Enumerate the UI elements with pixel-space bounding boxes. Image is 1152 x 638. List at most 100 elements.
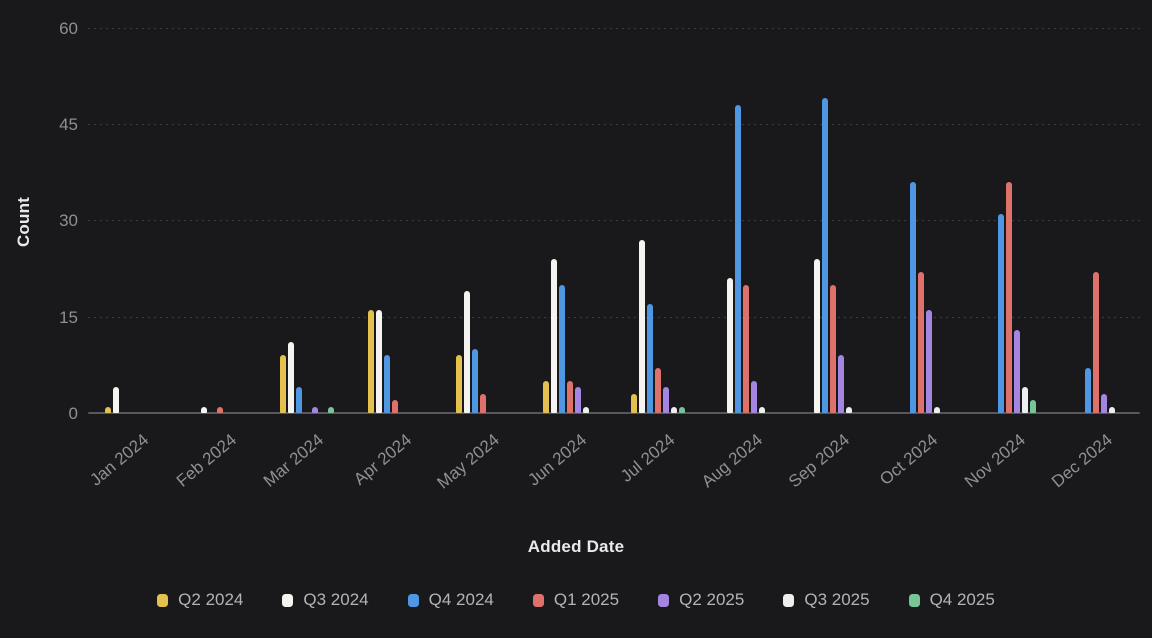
bar-q1-2025-nov-2024[interactable] — [1005, 181, 1012, 413]
bar-group-jan-2024 — [104, 0, 160, 413]
legend-item-q4-2024[interactable]: Q4 2024 — [407, 590, 494, 610]
bar-q4-2024-jul-2024[interactable] — [646, 303, 653, 413]
bar-q2-2024-mar-2024[interactable] — [280, 355, 287, 413]
bar-q2-2025-oct-2024[interactable] — [925, 310, 932, 413]
legend-item-q3-2024[interactable]: Q3 2024 — [282, 590, 369, 610]
bar-q2-2024-jan-2024[interactable] — [104, 406, 111, 413]
bar-q4-2024-jun-2024[interactable] — [559, 284, 566, 413]
bar-q4-2024-mar-2024[interactable] — [296, 387, 303, 413]
bar-q4-2024-nov-2024[interactable] — [997, 213, 1004, 413]
bar-q2-2025-jul-2024[interactable] — [662, 387, 669, 413]
bar-q1-2025-dec-2024[interactable] — [1093, 271, 1100, 413]
legend-swatch-icon — [157, 593, 169, 607]
bar-group-oct-2024 — [893, 0, 949, 413]
bar-q3-2025-jul-2024[interactable] — [670, 406, 677, 413]
bar-q4-2024-may-2024[interactable] — [471, 348, 478, 413]
bar-q1-2025-aug-2024[interactable] — [742, 284, 749, 413]
bar-slot — [1084, 368, 1092, 413]
bar-q2-2025-dec-2024[interactable] — [1101, 393, 1108, 413]
bar-q3-2024-aug-2024[interactable] — [726, 278, 733, 413]
bar-q1-2025-apr-2024[interactable] — [391, 400, 398, 413]
legend-label: Q4 2025 — [929, 590, 995, 609]
bar-q3-2024-jan-2024[interactable] — [112, 387, 119, 413]
bar-q4-2025-mar-2024[interactable] — [328, 406, 335, 413]
bar-slot — [295, 387, 303, 413]
bar-group-aug-2024 — [718, 0, 774, 413]
legend-swatch-icon — [908, 593, 920, 607]
x-tick-dec-2024: Dec 2024 — [1048, 430, 1117, 492]
legend-item-q2-2024[interactable]: Q2 2024 — [157, 590, 243, 610]
bar-q4-2024-dec-2024[interactable] — [1085, 368, 1092, 413]
legend-swatch-icon — [532, 593, 544, 607]
bar-q3-2025-dec-2024[interactable] — [1109, 406, 1116, 413]
bar-q3-2024-feb-2024[interactable] — [200, 406, 207, 413]
bar-slot — [1092, 271, 1100, 413]
bar-slot — [845, 406, 853, 413]
bar-slot — [638, 239, 646, 413]
bar-slot — [558, 284, 566, 413]
bar-q2-2025-aug-2024[interactable] — [750, 380, 757, 413]
x-axis-baseline — [88, 412, 1140, 414]
bar-q4-2025-nov-2024[interactable] — [1029, 400, 1036, 413]
bar-q3-2025-nov-2024[interactable] — [1021, 387, 1028, 413]
bar-q2-2024-apr-2024[interactable] — [367, 310, 374, 413]
legend-item-q1-2025[interactable]: Q1 2025 — [532, 590, 619, 610]
bar-slot — [917, 271, 925, 413]
bar-q3-2025-aug-2024[interactable] — [758, 406, 765, 413]
bar-q4-2024-apr-2024[interactable] — [383, 355, 390, 413]
bar-q3-2024-mar-2024[interactable] — [288, 342, 295, 413]
bar-q1-2025-may-2024[interactable] — [479, 393, 486, 413]
bar-q4-2025-jul-2024[interactable] — [678, 406, 685, 413]
bar-slot — [104, 406, 112, 413]
bar-q2-2025-sep-2024[interactable] — [838, 355, 845, 413]
bar-slot — [654, 368, 662, 413]
bar-q2-2024-jun-2024[interactable] — [543, 380, 550, 413]
bar-q4-2024-oct-2024[interactable] — [909, 181, 916, 413]
bar-slot — [471, 348, 479, 413]
x-tick-apr-2024: Apr 2024 — [349, 430, 416, 489]
y-tick-0: 0 — [68, 404, 78, 423]
bar-slot — [216, 406, 224, 413]
bar-q2-2025-mar-2024[interactable] — [312, 406, 319, 413]
legend-item-q4-2025[interactable]: Q4 2025 — [908, 590, 995, 610]
legend-item-q2-2025[interactable]: Q2 2025 — [658, 590, 744, 610]
bar-q3-2024-may-2024[interactable] — [463, 290, 470, 413]
bar-q4-2024-sep-2024[interactable] — [822, 98, 829, 413]
legend: Q2 2024 Q3 2024 Q4 2024 Q1 2025 Q2 2025 Q3 20… — [0, 590, 1152, 610]
bar-q1-2025-sep-2024[interactable] — [830, 284, 837, 413]
bar-q1-2025-feb-2024[interactable] — [216, 406, 223, 413]
bar-q2-2025-nov-2024[interactable] — [1013, 329, 1020, 413]
bar-slot — [383, 355, 391, 413]
bar-slot — [829, 284, 837, 413]
bar-q3-2025-oct-2024[interactable] — [933, 406, 940, 413]
bar-slot — [909, 181, 917, 413]
bar-q3-2024-jun-2024[interactable] — [551, 258, 558, 413]
bar-q1-2025-jul-2024[interactable] — [654, 368, 661, 413]
bar-q1-2025-jun-2024[interactable] — [567, 380, 574, 413]
bar-q3-2024-apr-2024[interactable] — [375, 310, 382, 413]
bar-slot — [550, 258, 558, 413]
bar-q3-2024-jul-2024[interactable] — [638, 239, 645, 413]
bar-slot — [479, 393, 487, 413]
bar-q3-2024-sep-2024[interactable] — [814, 258, 821, 413]
legend-swatch-icon — [407, 593, 419, 607]
bar-group-sep-2024 — [805, 0, 861, 413]
bar-slot — [1005, 181, 1013, 413]
bar-slot — [1100, 393, 1108, 413]
gridline-30 — [88, 220, 1140, 222]
bar-q2-2024-jul-2024[interactable] — [630, 393, 637, 413]
bar-slot — [566, 380, 574, 413]
bar-group-nov-2024 — [981, 0, 1037, 413]
bar-q4-2024-aug-2024[interactable] — [734, 104, 741, 413]
bar-q3-2025-sep-2024[interactable] — [846, 406, 853, 413]
bar-q1-2025-oct-2024[interactable] — [917, 271, 924, 413]
y-tick-15: 15 — [59, 307, 78, 327]
bar-q2-2024-may-2024[interactable] — [455, 355, 462, 413]
bar-slot — [574, 387, 582, 413]
legend-item-q3-2025[interactable]: Q3 2025 — [783, 590, 870, 610]
bar-slot — [287, 342, 295, 413]
bar-q2-2025-jun-2024[interactable] — [575, 387, 582, 413]
bar-q3-2025-jun-2024[interactable] — [583, 406, 590, 413]
